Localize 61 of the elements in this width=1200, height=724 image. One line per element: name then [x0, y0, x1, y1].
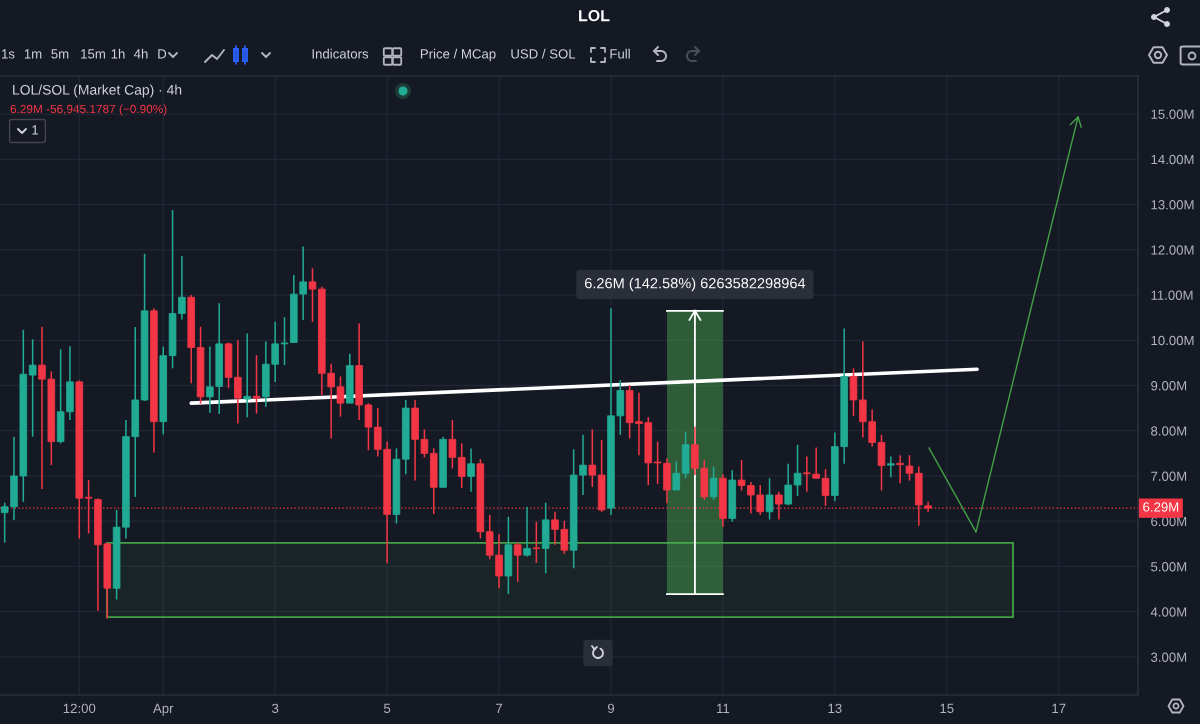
- candlestick: [252, 354, 261, 415]
- candlestick: [709, 465, 718, 501]
- candlestick: [588, 428, 597, 488]
- candlestick: [532, 520, 541, 564]
- x-tick-label: 7: [496, 703, 503, 713]
- text: 5m: [51, 49, 69, 59]
- candlestick: [467, 447, 475, 493]
- candlestick: [887, 455, 895, 479]
- ref-line-label: 6.29M: [1143, 502, 1179, 512]
- text: 1m: [24, 49, 42, 59]
- y-tick-label: 15.00M: [1151, 109, 1194, 119]
- x-tick-label: 5: [383, 703, 391, 714]
- text: Price / MCap: [420, 48, 496, 62]
- text: 15m: [81, 49, 105, 59]
- candlestick: [28, 338, 37, 438]
- text: 1h: [111, 48, 125, 59]
- y-tick-label: 13.00M: [1151, 200, 1194, 210]
- y-tick-label: 4.00M: [1150, 607, 1187, 617]
- annotation: 6.29M -56,945.1787 (−0.90%): [10, 104, 167, 116]
- y-tick-label: 5.00M: [1151, 562, 1187, 572]
- x-tick-label: 3: [272, 703, 279, 714]
- x-tick-label: 9: [607, 703, 615, 714]
- y-tick-label: 3.00M: [1151, 652, 1187, 662]
- y-tick-label: 14.00M: [1151, 154, 1194, 165]
- annotation: 1: [32, 125, 39, 135]
- candlestick: [523, 506, 531, 558]
- x-tick-label: 12:00: [63, 703, 96, 714]
- text: LOL/SOL (Market Cap) · 4h: [13, 84, 182, 98]
- candlestick: [896, 454, 904, 485]
- text: USD / SOL: [511, 48, 576, 59]
- candlestick: [308, 267, 317, 323]
- x-tick-label: Apr: [153, 703, 174, 716]
- candlestick: [793, 444, 802, 497]
- text: 1s: [2, 49, 15, 59]
- y-tick-label: 6.00M: [1151, 516, 1187, 527]
- y-tick-label: 11.00M: [1151, 290, 1193, 300]
- y-tick-label: 7.00M: [1151, 471, 1187, 481]
- y-tick-label: 9.00M: [1151, 381, 1187, 391]
- y-tick-label: 12.00M: [1151, 245, 1194, 255]
- candlestick: [457, 442, 466, 489]
- candlestick: [803, 455, 811, 493]
- chart-title: LOL: [579, 9, 610, 22]
- candlestick: [765, 477, 774, 521]
- y-tick-label: 10.00M: [1151, 335, 1194, 346]
- candlestick: [513, 541, 522, 583]
- text: D: [158, 49, 167, 59]
- x-tick-label: 17: [1052, 703, 1066, 713]
- x-tick-label: 13: [828, 703, 842, 714]
- candlestick: [812, 446, 820, 480]
- y-tick-label: 8.00M: [1151, 426, 1187, 436]
- text: Full: [610, 48, 630, 59]
- x-tick-label: 11: [717, 703, 730, 713]
- candlestick: [243, 332, 251, 418]
- candlestick: [905, 454, 914, 482]
- x-tick-label: 15: [940, 703, 954, 714]
- candlestick: [784, 463, 792, 506]
- text: Indicators: [312, 48, 369, 59]
- text: 4h: [133, 48, 148, 59]
- candlestick: [672, 460, 681, 491]
- annotation: 6.26M (142.58%) 6263582298964: [585, 277, 806, 292]
- candlestick: [448, 419, 457, 470]
